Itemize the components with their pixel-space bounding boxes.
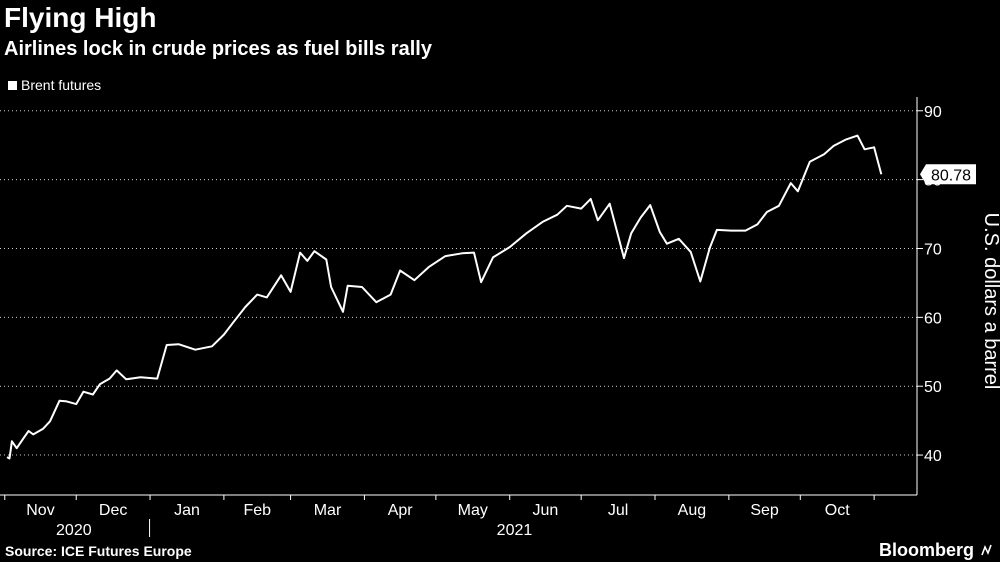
chart-subtitle: Airlines lock in crude prices as fuel bi… xyxy=(4,38,432,60)
x-tick-label: Sep xyxy=(750,502,779,519)
brand-logo-text: Bloomberg xyxy=(878,540,974,560)
series-line-brent xyxy=(6,134,883,460)
source-note: Source: ICE Futures Europe xyxy=(5,543,192,559)
y-tick-label: 50 xyxy=(924,379,942,396)
x-tick-label: Jun xyxy=(533,502,559,519)
y-tick-label: 40 xyxy=(924,448,942,465)
y-tick-label: 70 xyxy=(924,241,942,258)
last-value-label: 80.78 xyxy=(931,167,971,184)
y-tick-label: 60 xyxy=(924,310,942,327)
bloomberg-mark-icon xyxy=(981,544,992,556)
x-tick-label: May xyxy=(458,502,488,519)
x-tick-label: Jan xyxy=(174,502,200,519)
x-tick-label: Feb xyxy=(243,502,271,519)
chart-title: Flying High xyxy=(4,2,157,33)
legend-label: Brent futures xyxy=(21,77,102,93)
x-year-label: 2021 xyxy=(497,522,533,539)
legend: Brent futures xyxy=(8,77,101,93)
x-tick-label: Nov xyxy=(26,502,54,519)
x-tick-label: Oct xyxy=(825,502,850,519)
last-value-callout xyxy=(920,164,976,185)
x-tick-label: Dec xyxy=(99,502,127,519)
y-tick-label: 90 xyxy=(924,104,942,121)
y-axis-title: U.S. dollars a barrel xyxy=(980,213,1000,390)
x-tick-label: Aug xyxy=(678,502,706,519)
x-tick-label: Mar xyxy=(314,502,342,519)
x-tick-label: Jul xyxy=(608,502,628,519)
x-year-label: 2020 xyxy=(56,522,92,539)
legend-swatch xyxy=(8,80,17,90)
x-tick-label: Apr xyxy=(388,502,414,519)
